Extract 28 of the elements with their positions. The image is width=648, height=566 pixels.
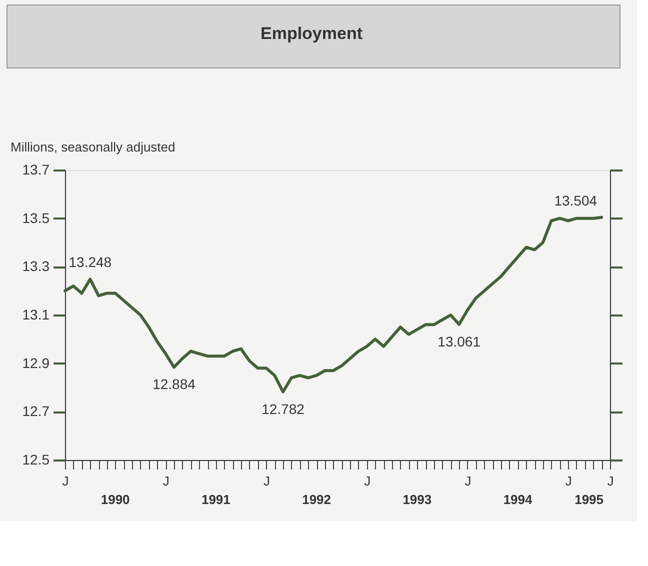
y-axis-title: Millions, seasonally adjusted [10, 140, 176, 154]
annotation: 12.884 [152, 376, 196, 392]
x-tick-label: J [263, 474, 270, 488]
x-tick-label: J [607, 474, 614, 488]
text: 1994 [503, 492, 533, 507]
text: 1992 [302, 492, 331, 507]
x-tick-label: J [162, 474, 170, 488]
text: 1991 [201, 492, 230, 507]
x-tick-label: J [565, 474, 572, 488]
y-tick-label: 12.9 [22, 354, 50, 371]
x-tick-label: J [464, 474, 472, 488]
chart-title: Employment [260, 24, 363, 43]
y-tick-label: 12.7 [22, 403, 50, 420]
x-tick-label: J [364, 474, 371, 488]
line-series [64, 216, 604, 394]
y-tick-label: 13.5 [22, 210, 50, 226]
x-tick-label: J [62, 474, 69, 488]
y-tick-label: 13.7 [22, 162, 50, 178]
y-tick-label: 13.1 [22, 306, 50, 322]
y-tick-label: 12.5 [22, 452, 50, 468]
text: 1995 [574, 492, 604, 507]
annotation: 12.782 [262, 400, 305, 417]
annotation: 13.248 [68, 254, 112, 270]
y-tick-label: 13.3 [22, 258, 50, 274]
text: 1993 [402, 492, 432, 507]
annotation: 13.061 [438, 333, 481, 350]
text: 1990 [100, 492, 130, 507]
annotation: 13.504 [554, 192, 598, 208]
